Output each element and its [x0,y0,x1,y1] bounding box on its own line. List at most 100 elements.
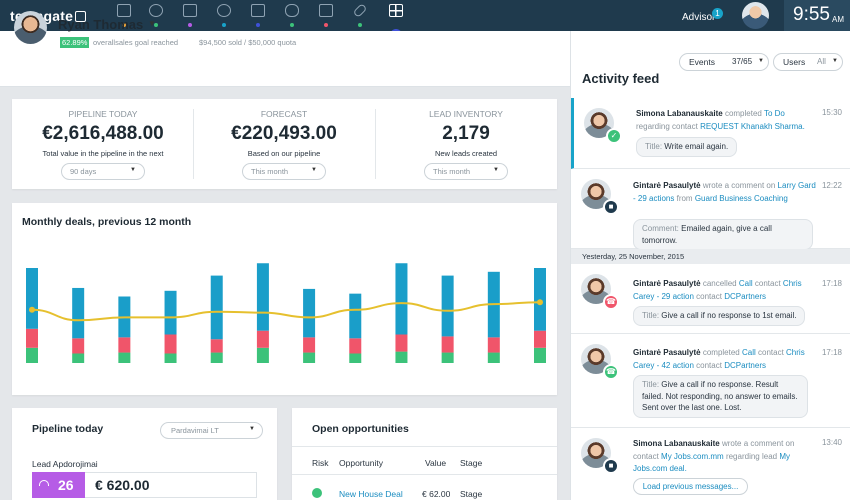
feed-time: 12:22 [821,181,842,190]
feed-link[interactable]: Call [741,348,756,357]
kpi-divider [193,109,194,179]
feed-user[interactable]: Gintarė Pasaulytė [633,348,701,357]
chevron-down-icon: ▼ [758,58,764,64]
feed-link[interactable]: DCPartners [724,291,766,301]
pipeline-select[interactable]: Pardavimai LT ▼ [160,422,263,439]
col-header-value: Value [425,458,447,468]
feed-text: contact [696,360,722,370]
note-text: Give a call if no response to 1st email. [661,311,797,320]
feed-item[interactable]: ☎ Gintarė Pasaulytė cancelled Call conta… [571,264,850,334]
feed-user[interactable]: Gintarė Pasaulytė [633,279,701,288]
users-label: Users [783,57,806,67]
bar-segment [395,334,408,352]
kpi-value: €220,493.00 [231,123,337,144]
chat-icon[interactable] [282,3,302,29]
feed-item-text: Gintarė Pasaulytė cancelled Call contact… [633,278,817,303]
bar-segment [395,263,408,335]
quota-text: $94,500 sold / $50,000 quota [199,38,297,47]
user-name[interactable]: Ryan Thomas [58,17,144,32]
bar-segment [164,353,177,363]
briefcase-icon[interactable] [114,3,134,29]
feed-text: regarding lead [725,451,778,461]
load-previous-button[interactable]: Load previous messages... [633,478,748,495]
feed-user[interactable]: Simona Labanauskaite [636,109,723,118]
feed-link[interactable]: REQUEST Khanakh Sharma. [700,121,805,131]
feed-link[interactable]: Chris Carey - 42 action [633,348,805,370]
clock-ampm: AM [832,15,844,24]
bar-segment [118,337,131,353]
feed-text: contact [754,279,781,288]
bar-segment [303,337,316,353]
bar-segment [72,287,85,339]
note-text: Give a call if no response. Result faile… [642,380,798,412]
feed-note: Comment: Emailed again, give a call tomo… [633,219,813,250]
bar-segment [164,334,177,354]
note-text: Emailed again, give a call tomorrow. [642,224,772,245]
user-summary-bar [0,31,570,87]
comment-icon: ■ [603,199,619,215]
feed-link[interactable]: Larry Gard - 29 actions [633,181,816,203]
opportunity-link[interactable]: New House Deal [339,489,403,499]
feed-time: 15:30 [821,108,842,117]
user-dropdown-icon[interactable]: ▼ [148,19,156,28]
calendar-icon[interactable] [248,3,268,29]
gauge-icon [39,480,49,486]
target-icon[interactable] [146,3,166,29]
bar-segment [26,347,38,363]
feed-item[interactable]: ☎ Gintarė Pasaulytė completed Call conta… [571,334,850,428]
feed-user[interactable]: Gintarė Pasaulytė [633,181,701,190]
bar-segment [72,338,85,354]
bar-segment [210,352,223,363]
feed-link[interactable]: DCPartners [724,360,766,370]
opportunity-value: € 62.00 [422,489,451,499]
feed-text: contact [758,348,784,357]
feed-item[interactable]: ■ Gintarė Pasaulytė wrote a comment on L… [571,169,850,250]
kpi-period-select[interactable]: This month ▼ [424,163,508,180]
attachment-icon[interactable] [350,3,370,29]
bar-segment [534,347,546,363]
feed-text: regarding contact [636,121,698,131]
feed-item-text: Simona Labanauskaite completed To Do rega… [636,108,820,133]
advisor-link[interactable]: Advisor [682,12,716,23]
divider [292,474,557,475]
bar-segment [26,328,38,348]
feed-link[interactable]: My Jobs.com.mm [661,451,724,461]
kpi-label: PIPELINE TODAY [68,109,138,119]
task-complete-icon: ✓ [606,128,622,144]
events-count: 37/65 [732,57,753,66]
bar-segment [441,352,454,363]
dashboard-icon[interactable] [386,3,406,29]
feed-link[interactable]: Chris Carey - 29 action [633,279,802,301]
bar-segment [487,352,500,363]
pipeline-stage-label: Lead Apdorojimai [32,459,98,469]
feed-user[interactable]: Simona Labanauskaite [633,439,720,448]
feed-link[interactable]: Guard Business Coaching [694,193,788,203]
feed-action: wrote a comment on [721,439,795,448]
kpi-label: FORECAST [260,109,308,119]
phone-cancel-icon: ☎ [603,294,619,310]
profile-avatar[interactable] [742,2,769,29]
feed-link[interactable]: Call [738,279,753,288]
building-icon[interactable] [180,3,200,29]
note-key: Title: [642,311,660,320]
feed-action: completed [724,109,762,118]
feed-link[interactable]: My Jobs.com deal. [633,451,790,474]
notes-icon[interactable] [316,3,336,29]
kpi-period-select[interactable]: 90 days ▼ [61,163,145,180]
kpi-period-select[interactable]: This month ▼ [242,163,326,180]
feed-action: completed [702,348,740,357]
events-filter[interactable]: Events 37/65 ▼ [679,53,769,71]
note-key: Title: [642,380,660,389]
activity-feed-title: Activity feed [582,71,660,86]
feed-item[interactable]: ✓ Simona Labanauskaite completed To Do re… [571,98,850,169]
lead-count-badge: 26 [32,472,85,498]
chart-title: Monthly deals, previous 12 month [22,216,192,228]
feed-link[interactable]: To Do [763,109,785,118]
divider [292,446,557,447]
opportunities-title: Open opportunities [312,423,409,435]
contacts-icon[interactable] [214,3,234,29]
lead-amount: € 620.00 [95,477,150,493]
feed-text: contact [633,451,659,461]
bar-segment [256,347,269,363]
users-filter[interactable]: Users All ▼ [773,53,843,71]
